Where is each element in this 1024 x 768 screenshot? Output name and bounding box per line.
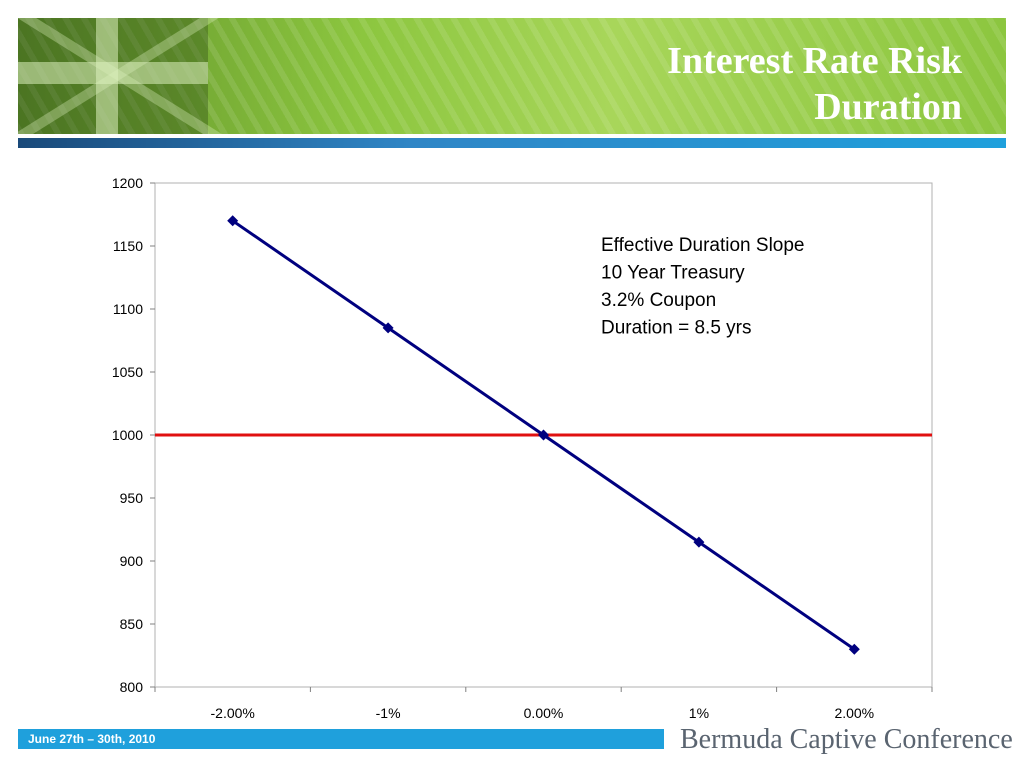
title-line-1: Interest Rate Risk [667, 40, 962, 82]
flag-graphic [18, 18, 231, 134]
y-tick-label: 800 [120, 679, 144, 695]
x-tick-label: 0.00% [524, 705, 564, 721]
page-title: Interest Rate Risk Duration [667, 38, 962, 130]
y-tick-label: 1150 [113, 238, 143, 254]
x-tick-label: -2.00% [211, 705, 255, 721]
data-point [538, 429, 549, 441]
footer-date: June 27th – 30th, 2010 [28, 732, 156, 746]
y-tick-label: 1000 [112, 427, 143, 443]
annotation-line: Duration = 8.5 yrs [601, 318, 752, 339]
title-line-2: Duration [814, 86, 962, 128]
header-banner [18, 18, 1006, 134]
y-tick-label: 1200 [112, 175, 143, 191]
y-tick-label: 900 [120, 553, 144, 569]
y-tick-label: 950 [120, 490, 144, 506]
data-point [848, 643, 860, 655]
annotation-line: 10 Year Treasury [601, 263, 745, 284]
x-tick-label: -1% [376, 705, 401, 721]
x-axis: -2.00% -1% 0.00% 1% 2.00% [154, 687, 933, 721]
y-tick-label: 1100 [113, 301, 143, 317]
annotation-box: Effective Duration Slope 10 Year Treasury… [601, 235, 805, 339]
annotation-line: Effective Duration Slope [601, 235, 805, 256]
annotation-line: 3.2% Coupon [601, 290, 716, 311]
data-point [693, 536, 705, 548]
series-layer [155, 215, 932, 655]
y-axis: 800 850 900 950 1000 1050 1100 1150 1200 [112, 175, 155, 695]
y-tick-label: 850 [120, 616, 144, 632]
y-tick-label: 1050 [112, 364, 143, 380]
footer-bar [18, 729, 664, 749]
header-divider [18, 138, 1006, 148]
x-tick-label: 1% [689, 705, 709, 721]
data-point [227, 215, 239, 227]
x-tick-label: 2.00% [834, 705, 874, 721]
conference-logo: Bermuda Captive Conference [680, 724, 1013, 755]
data-point [382, 322, 394, 334]
